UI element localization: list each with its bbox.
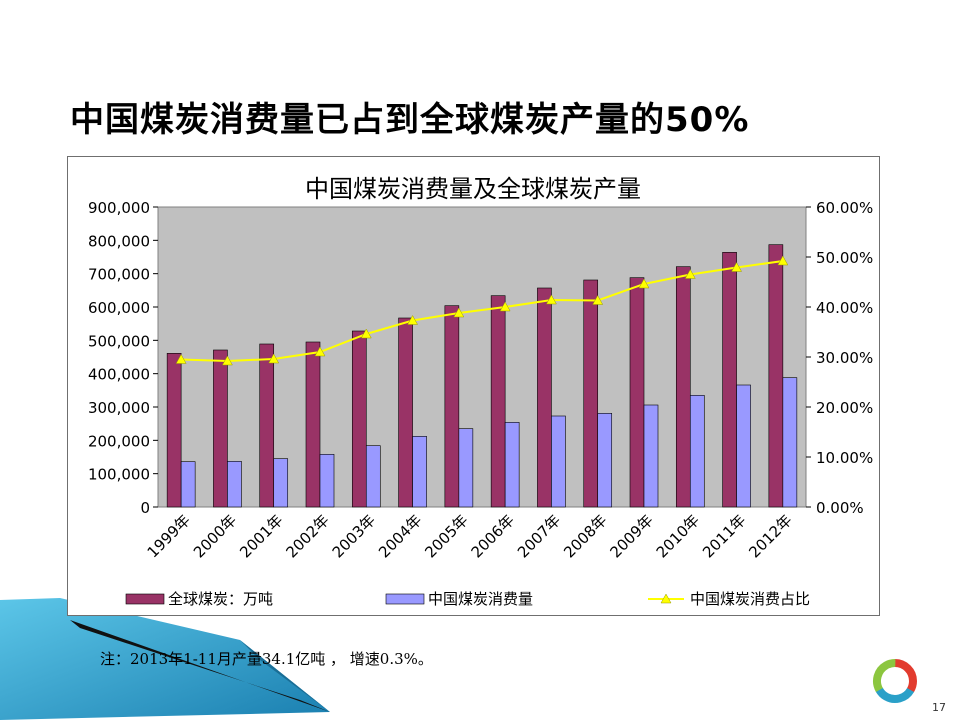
x-tick-label: 2003年: [329, 511, 379, 561]
y-left-tick-label: 400,000: [88, 366, 150, 384]
page-number: 17: [932, 701, 946, 714]
x-tick-label: 2004年: [375, 511, 425, 561]
ratio-point: [268, 353, 280, 364]
x-tick-label: 2000年: [190, 511, 240, 561]
x-tick-label: 2002年: [282, 511, 332, 561]
bar-china-consumption: [227, 461, 242, 508]
y-right-tick-label: 10.00%: [816, 449, 873, 467]
bar-global-production: [675, 266, 691, 508]
y-left-tick-label: 100,000: [88, 466, 150, 484]
bar-global-production: [537, 287, 552, 508]
bar-china-consumption: [504, 422, 520, 508]
y-right-tick-label: 50.00%: [816, 249, 873, 267]
bar-china-consumption: [412, 436, 427, 508]
ratio-point: [222, 355, 233, 366]
x-tick-label: 2010年: [653, 511, 703, 561]
legend-label: 中国煤炭消费占比: [690, 590, 810, 608]
ratio-point: [360, 328, 372, 339]
bar-china-consumption: [365, 445, 381, 508]
ratio-point: [684, 268, 696, 279]
x-tick-label: 2006年: [468, 511, 518, 561]
ratio-line: [175, 255, 789, 366]
bar-china-consumption: [458, 428, 474, 508]
legend-label: 中国煤炭消费量: [428, 590, 533, 608]
x-tick-label: 1999年: [144, 511, 194, 561]
bar-global-production: [351, 330, 367, 508]
y-left-tick-label: 300,000: [88, 399, 150, 417]
bar-global-production: [722, 252, 737, 508]
ratio-point: [175, 353, 187, 364]
ratio-point: [638, 278, 650, 289]
bar-china-consumption: [736, 384, 751, 508]
x-tick-label: 2007年: [514, 511, 564, 561]
company-logo: [873, 659, 917, 703]
bar-global-production: [490, 295, 506, 508]
y-left-tick-label: 700,000: [88, 266, 150, 284]
y-left-tick-label: 800,000: [88, 232, 150, 250]
y-right-tick-label: 0.00%: [816, 499, 864, 517]
bar-china-consumption: [551, 415, 566, 508]
bar-global-production: [166, 353, 182, 508]
legend-item: 中国煤炭消费量: [385, 590, 533, 608]
chart-frame: 中国煤炭消费量及全球煤炭产量 0 100,000 200,000 300,000 400…: [67, 156, 880, 616]
ratio-point: [407, 314, 418, 325]
ratio-point: [592, 294, 604, 305]
x-axis-labels: 1999年2000年2001年2002年2003年2004年2005年2006年…: [144, 511, 796, 561]
ratio-point: [731, 261, 742, 272]
bar-china-consumption: [273, 458, 289, 508]
legend-label: 全球煤炭：万吨: [168, 590, 273, 608]
bar-global-production: [629, 277, 645, 508]
y-right-tick-label: 60.00%: [816, 199, 873, 217]
ratio-point: [314, 346, 326, 357]
x-tick-label: 2009年: [606, 511, 656, 561]
legend-swatch: [125, 593, 165, 605]
bar-global-production: [768, 244, 784, 508]
y-right-tick-label: 40.00%: [816, 299, 873, 317]
right-axis: 0.00% 10.00% 20.00% 30.00% 40.00% 50.00% 60.00…: [806, 199, 873, 517]
bar-china-consumption: [319, 454, 335, 508]
legend-swatch: [385, 593, 425, 605]
chart-title: 中国煤炭消费量及全球煤炭产量: [305, 175, 641, 203]
y-left-tick-label: 900,000: [88, 199, 150, 217]
x-tick-label: 2001年: [236, 511, 286, 561]
bar-china-consumption: [180, 461, 196, 508]
bar-china-consumption: [643, 404, 659, 508]
bar-global-production: [583, 279, 599, 508]
ratio-series-line: [181, 260, 783, 363]
bar-global-production: [305, 341, 321, 508]
ratio-point: [546, 294, 557, 305]
y-right-tick-label: 30.00%: [816, 349, 873, 367]
bar-china-consumption: [689, 395, 705, 508]
x-tick-label: 2012年: [745, 511, 795, 561]
y-left-tick-label: 200,000: [88, 432, 150, 450]
left-axis: 0 100,000 200,000 300,000 400,000 500,000 600,…: [88, 199, 158, 517]
bar-global-production: [213, 349, 228, 508]
y-right-tick-label: 20.00%: [816, 399, 873, 417]
x-tick-label: 2005年: [421, 511, 471, 561]
bar-china-consumption: [597, 413, 613, 508]
plot-area: [157, 206, 807, 508]
legend-item: 全球煤炭：万吨: [125, 590, 273, 608]
x-tick-label: 2011年: [699, 511, 749, 561]
ratio-point: [453, 307, 465, 318]
footnote: 注：2013年1-11月产量34.1亿吨 ， 增速0.3%。: [100, 650, 433, 668]
bar-global-production: [398, 317, 413, 508]
bar-china-consumption: [782, 377, 798, 508]
ratio-point: [499, 301, 511, 312]
slide-title: 中国煤炭消费量已占到全球煤炭产量的50%: [70, 100, 750, 140]
bars: [166, 244, 798, 508]
y-left-tick-label: 500,000: [88, 332, 150, 350]
chart: 中国煤炭消费量及全球煤炭产量 0 100,000 200,000 300,000 400…: [88, 175, 873, 608]
x-tick-label: 2008年: [560, 511, 610, 561]
legend-item: 中国煤炭消费占比: [648, 590, 810, 608]
ratio-point: [777, 255, 789, 266]
y-left-tick-label: 0: [140, 499, 150, 517]
legend: 全球煤炭：万吨 中国煤炭消费量 中国煤炭消费占比: [125, 590, 810, 608]
bar-global-production: [444, 305, 460, 508]
y-left-tick-label: 600,000: [88, 299, 150, 317]
bar-global-production: [259, 343, 275, 508]
